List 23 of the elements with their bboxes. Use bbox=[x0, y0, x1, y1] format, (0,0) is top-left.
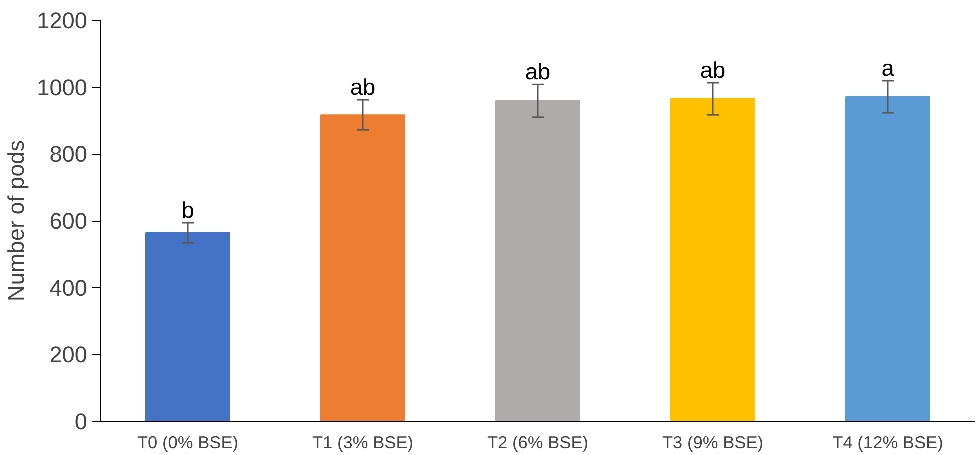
x-tick-label: T1 (3% BSE) bbox=[312, 432, 414, 452]
annotation: ab bbox=[350, 74, 376, 100]
y-axis-title: Number of pods bbox=[3, 140, 30, 302]
y-tick-label: 1200 bbox=[37, 8, 88, 34]
y-tick-label: 0 bbox=[74, 408, 88, 434]
x-tick-label: T3 (9% BSE) bbox=[662, 432, 764, 452]
bar bbox=[320, 114, 406, 422]
annotation: ab bbox=[700, 56, 726, 83]
x-tick-label: T2 (6% BSE) bbox=[487, 432, 589, 452]
y-tick-label: 1000 bbox=[37, 74, 88, 100]
annotation: a bbox=[882, 54, 895, 81]
annotation: b bbox=[182, 197, 194, 224]
bar bbox=[670, 98, 756, 422]
y-tick-label: 800 bbox=[50, 141, 88, 168]
y-tick-label: 600 bbox=[50, 208, 88, 234]
x-tick-label: T0 (0% BSE) bbox=[137, 432, 239, 452]
y-tick-label: 400 bbox=[50, 274, 88, 301]
bar bbox=[146, 232, 230, 422]
annotation: ab bbox=[525, 58, 551, 85]
x-tick-label: T4 (12% BSE) bbox=[832, 432, 944, 452]
bar bbox=[496, 100, 580, 422]
y-tick-label: 200 bbox=[50, 342, 88, 368]
bar bbox=[846, 96, 930, 422]
